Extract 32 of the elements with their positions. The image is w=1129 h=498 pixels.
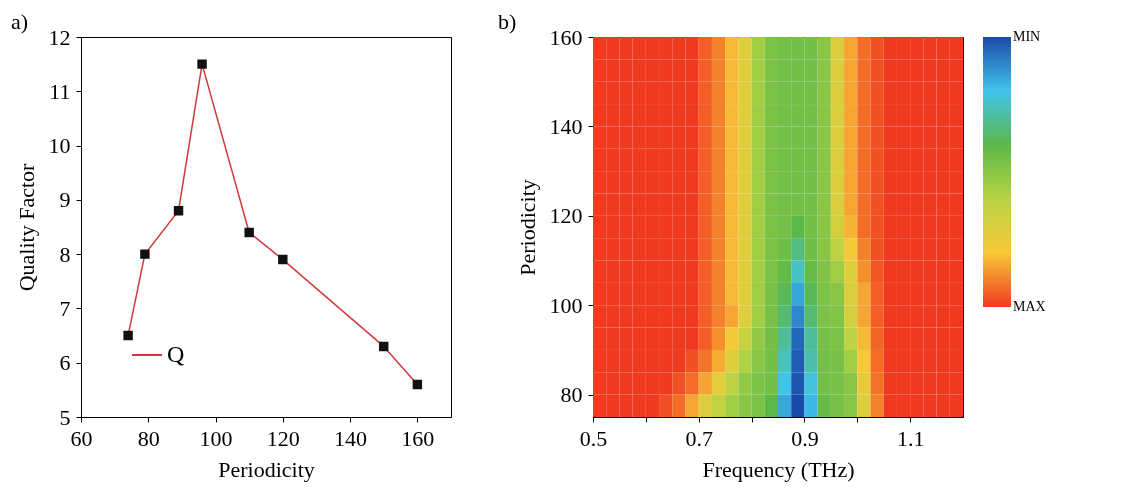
x-tick-label: 140	[334, 425, 368, 451]
legend-label: Q	[167, 341, 185, 367]
y-tick-label: 140	[549, 113, 583, 139]
y-axis-title: Quality Factor	[13, 162, 39, 292]
y-tick-label: 9	[59, 187, 71, 213]
y-tick-label: 100	[549, 292, 583, 318]
x-axis-title: Frequency (THz)	[702, 456, 855, 482]
y-tick-label: 120	[549, 203, 583, 229]
x-tick-label: 160	[401, 425, 435, 451]
x-tick-label: 0.7	[685, 425, 713, 451]
x-tick-label: 100	[199, 425, 233, 451]
y-tick-label: 80	[560, 382, 583, 408]
x-tick-label: 0.5	[579, 425, 608, 451]
y-tick-label: 6	[59, 350, 71, 376]
y-axis-title: Periodicity	[514, 179, 540, 276]
y-tick-label: 12	[48, 24, 71, 50]
chart-title: b)	[498, 9, 517, 34]
x-tick-label: 1.1	[896, 425, 925, 451]
y-tick-label: 5	[59, 404, 71, 430]
chart-title: a)	[11, 9, 29, 34]
color-bar-label: MIN	[1013, 29, 1041, 44]
x-axis-title: Periodicity	[218, 456, 315, 482]
y-tick-label: 160	[549, 24, 583, 50]
x-tick-label: 120	[266, 425, 300, 451]
y-tick-label: 8	[59, 241, 71, 267]
x-tick-label: 80	[137, 425, 160, 451]
x-tick-label: 0.9	[791, 425, 819, 451]
color-bar-label: MAX	[1013, 299, 1046, 314]
y-tick-label: 11	[49, 78, 71, 104]
x-tick-label: 60	[70, 425, 93, 451]
y-tick-label: 10	[48, 133, 71, 159]
y-tick-label: 7	[59, 295, 71, 321]
